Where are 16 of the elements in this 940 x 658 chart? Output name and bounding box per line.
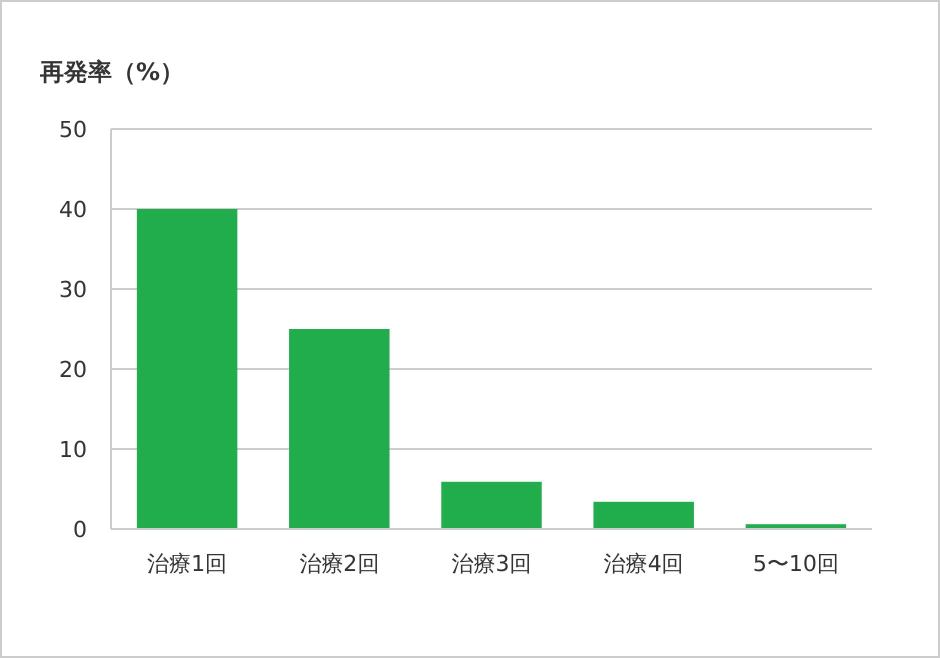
y-tick-label: 20 (59, 358, 87, 383)
x-tick-label: 治療3回 (452, 552, 532, 577)
y-tick-label: 40 (59, 198, 87, 223)
y-tick-label: 30 (59, 278, 87, 303)
bar (593, 502, 694, 529)
y-tick-label: 50 (59, 118, 87, 143)
bar (441, 482, 542, 529)
x-tick-label: 5〜10回 (752, 552, 839, 577)
chart-title: 再発率（%） (39, 58, 184, 86)
y-tick-label: 10 (59, 438, 87, 463)
bar (136, 209, 238, 529)
x-tick-label: 治療1回 (147, 552, 228, 577)
x-tick-label: 治療2回 (299, 552, 380, 577)
bar (289, 329, 390, 529)
x-tick-label: 治療4回 (604, 552, 684, 577)
y-tick-label: 0 (73, 518, 87, 543)
